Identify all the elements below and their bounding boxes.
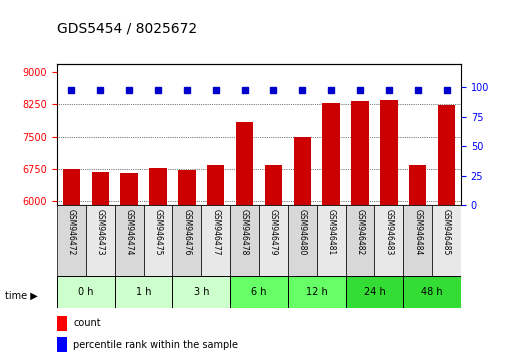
- Bar: [57, 276, 114, 308]
- Text: 24 h: 24 h: [364, 287, 385, 297]
- Bar: [149, 167, 167, 354]
- Bar: [114, 205, 143, 276]
- Bar: [404, 205, 432, 276]
- Bar: [57, 316, 67, 331]
- Text: GSM946480: GSM946480: [298, 209, 307, 255]
- Bar: [375, 205, 404, 276]
- Bar: [236, 122, 253, 354]
- Bar: [178, 170, 195, 354]
- Bar: [114, 276, 172, 308]
- Bar: [207, 165, 224, 354]
- Text: 3 h: 3 h: [194, 287, 209, 297]
- Bar: [230, 276, 288, 308]
- Text: GSM946476: GSM946476: [182, 209, 191, 255]
- Text: GSM946477: GSM946477: [211, 209, 220, 255]
- Text: 1 h: 1 h: [136, 287, 151, 297]
- Bar: [202, 205, 230, 276]
- Bar: [92, 172, 109, 354]
- Text: 6 h: 6 h: [251, 287, 267, 297]
- Bar: [346, 276, 404, 308]
- Bar: [323, 103, 340, 354]
- Bar: [288, 276, 346, 308]
- Text: GSM946479: GSM946479: [269, 209, 278, 255]
- Bar: [172, 205, 202, 276]
- Bar: [351, 101, 369, 354]
- Text: GSM946484: GSM946484: [413, 209, 422, 255]
- Text: GSM946478: GSM946478: [240, 209, 249, 255]
- Bar: [121, 173, 138, 354]
- Bar: [172, 276, 230, 308]
- Bar: [316, 205, 346, 276]
- Bar: [432, 205, 461, 276]
- Text: time ▶: time ▶: [5, 291, 38, 301]
- Bar: [404, 276, 461, 308]
- Text: GSM946481: GSM946481: [327, 209, 336, 255]
- Bar: [259, 205, 288, 276]
- Text: count: count: [73, 318, 101, 329]
- Bar: [380, 100, 397, 354]
- Text: GSM946482: GSM946482: [355, 209, 365, 255]
- Bar: [230, 205, 259, 276]
- Text: 0 h: 0 h: [78, 287, 94, 297]
- Text: GSM946474: GSM946474: [125, 209, 134, 255]
- Text: GSM946483: GSM946483: [384, 209, 393, 255]
- Text: GDS5454 / 8025672: GDS5454 / 8025672: [57, 21, 197, 35]
- Bar: [346, 205, 375, 276]
- Bar: [438, 105, 455, 354]
- Bar: [63, 169, 80, 354]
- Text: percentile rank within the sample: percentile rank within the sample: [73, 339, 238, 350]
- Text: GSM946485: GSM946485: [442, 209, 451, 255]
- Bar: [143, 205, 172, 276]
- Bar: [265, 165, 282, 354]
- Bar: [294, 137, 311, 354]
- Bar: [57, 337, 67, 352]
- Text: 12 h: 12 h: [306, 287, 327, 297]
- Text: GSM946475: GSM946475: [153, 209, 163, 255]
- Text: GSM946473: GSM946473: [96, 209, 105, 255]
- Bar: [288, 205, 316, 276]
- Bar: [57, 205, 86, 276]
- Text: GSM946472: GSM946472: [67, 209, 76, 255]
- Text: 48 h: 48 h: [421, 287, 443, 297]
- Bar: [409, 165, 426, 354]
- Bar: [86, 205, 114, 276]
